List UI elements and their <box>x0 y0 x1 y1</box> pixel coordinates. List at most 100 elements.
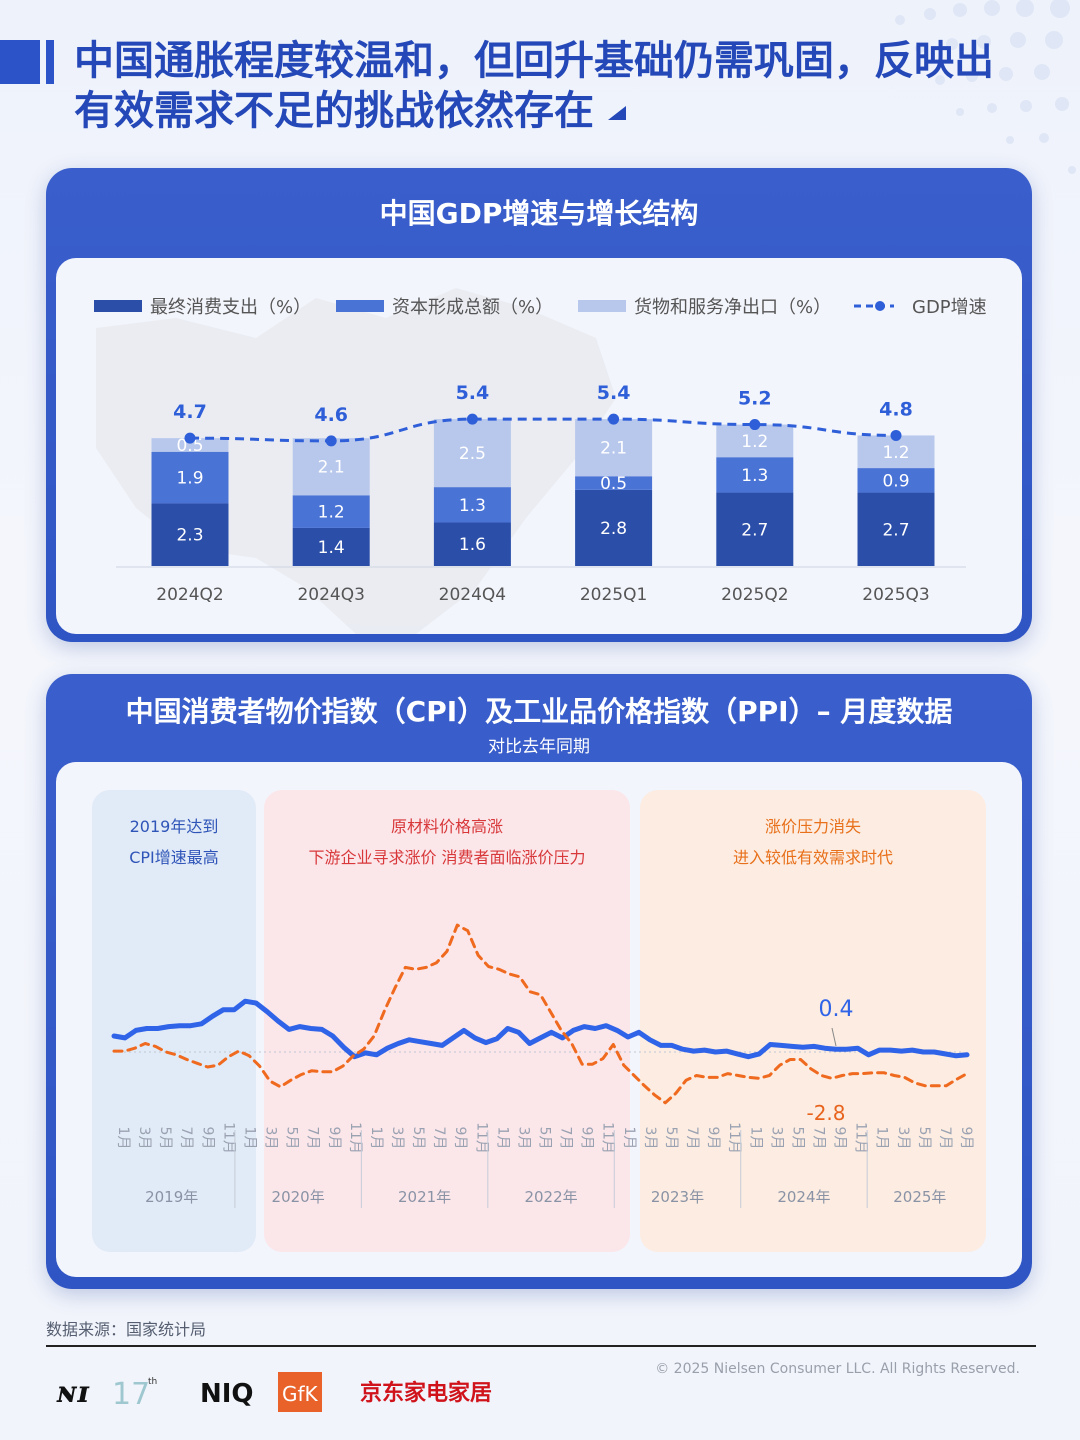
cpi-ppi-chart-panel: 中国消费者物价指数（CPI）及工业品价格指数（PPI）– 月度数据 对比去年同期… <box>46 674 1032 1289</box>
x-tick-label: 1月 <box>747 1127 763 1150</box>
niq-logo: NIQ <box>200 1379 254 1409</box>
category-label: 2024Q3 <box>297 585 364 605</box>
x-tick: 5月 <box>157 1127 173 1150</box>
jd-logo: 京东家电家居 <box>360 1380 492 1406</box>
region-label-line2: 进入较低有效需求时代 <box>733 848 893 867</box>
brand-logo-icon: ɴɪ <box>56 1375 90 1410</box>
x-tick: 1月 <box>368 1127 384 1150</box>
region-background <box>640 790 986 1252</box>
legend-label: 货物和服务净出口（%） <box>634 297 831 318</box>
x-tick-label: 11月 <box>600 1122 616 1154</box>
x-tick-label: 3月 <box>263 1127 279 1150</box>
year-label: 2020年 <box>272 1188 325 1206</box>
x-tick: 11月 <box>473 1122 489 1154</box>
bar-segment <box>292 527 370 566</box>
bar-value-label: 0.9 <box>882 471 909 491</box>
x-tick-label: 7月 <box>431 1127 447 1150</box>
x-tick-label: 3月 <box>642 1127 658 1150</box>
legend-item-1: 最终消费支出（%） <box>94 297 311 318</box>
gdp-point <box>325 435 337 447</box>
x-tick-label: 11月 <box>853 1122 869 1154</box>
region-label-line2: 下游企业寻求涨价 消费者面临涨价压力 <box>308 848 585 867</box>
x-tick-label: 5月 <box>284 1127 300 1150</box>
x-tick: 11月 <box>347 1122 363 1154</box>
x-tick-label: 1月 <box>874 1127 890 1150</box>
gdp-point <box>749 419 761 431</box>
x-tick: 11月 <box>853 1122 869 1154</box>
x-tick-label: 5月 <box>916 1127 932 1150</box>
legend-item-3: 货物和服务净出口（%） <box>578 297 831 318</box>
x-tick-label: 5月 <box>789 1127 805 1150</box>
category-label: 2025Q2 <box>721 585 788 605</box>
legend-label: GDP增速 <box>912 297 987 318</box>
legend-label: 资本形成总额（%） <box>392 297 553 318</box>
x-tick: 11月 <box>726 1122 742 1154</box>
bar-segment <box>292 495 370 528</box>
category-label: 2024Q2 <box>156 585 223 605</box>
decorative-dots <box>895 0 1076 174</box>
bar-segment <box>716 457 794 493</box>
x-tick-label: 3月 <box>768 1127 784 1150</box>
x-tick-label: 9月 <box>705 1127 721 1150</box>
x-tick: 7月 <box>178 1127 194 1150</box>
x-tick: 9月 <box>199 1127 215 1150</box>
cpi-value-label: 0.4 <box>819 997 854 1022</box>
x-tick-label: 1月 <box>241 1127 257 1150</box>
year-label: 2021年 <box>398 1188 451 1206</box>
x-tick-label: 5月 <box>410 1127 426 1150</box>
x-tick-label: 3月 <box>136 1127 152 1150</box>
page-title-line1: 中国通胀程度较温和，但回升基础仍需巩固，反映出 <box>74 38 994 84</box>
bar-segment <box>433 487 511 523</box>
x-tick-label: 3月 <box>389 1127 405 1150</box>
x-tick: 5月 <box>410 1127 426 1150</box>
x-tick: 1月 <box>115 1127 131 1150</box>
bar-value-label: 1.9 <box>176 469 203 489</box>
x-tick: 7月 <box>810 1127 826 1150</box>
x-tick-label: 11月 <box>220 1122 236 1154</box>
bar-value-label: 0.5 <box>176 436 203 456</box>
gdp-point <box>608 413 620 425</box>
data-source: 数据来源：国家统计局 <box>46 1320 207 1339</box>
title-accent-bar <box>0 40 40 84</box>
gdp-value-label: 5.4 <box>456 382 490 404</box>
bar-segment <box>575 419 653 477</box>
footer-divider <box>46 1345 1036 1347</box>
title-accent-bar-thin <box>46 40 54 84</box>
year-label: 2023年 <box>651 1188 704 1206</box>
bar-segment <box>575 476 653 490</box>
x-tick: 3月 <box>642 1127 658 1150</box>
x-tick: 9月 <box>579 1127 595 1150</box>
legend-marker <box>875 301 885 311</box>
cpi-line <box>111 998 970 1060</box>
gdp-chart-title: 中国GDP增速与增长结构 <box>379 197 699 230</box>
x-tick: 1月 <box>494 1127 510 1150</box>
x-tick-label: 7月 <box>558 1127 574 1150</box>
year-label: 2024年 <box>777 1188 830 1206</box>
x-tick: 7月 <box>431 1127 447 1150</box>
page-title-line2: 有效需求不足的挑战依然存在 <box>74 88 594 134</box>
legend-swatch <box>578 300 626 312</box>
x-tick: 3月 <box>768 1127 784 1150</box>
bar-value-label: 2.7 <box>882 520 909 540</box>
x-tick-label: 5月 <box>537 1127 553 1150</box>
gdp-chart-panel: 中国GDP增速与增长结构 最终消费支出（%） 资本形成总额（%） 货物和服务净出口（… <box>46 168 1032 642</box>
x-tick: 1月 <box>621 1127 637 1150</box>
x-tick-label: 7月 <box>684 1127 700 1150</box>
x-tick-label: 1月 <box>621 1127 637 1150</box>
copyright: © 2025 Nielsen Consumer LLC. All Rights … <box>655 1361 1020 1377</box>
x-tick-label: 9月 <box>199 1127 215 1150</box>
bar-value-label: 2.5 <box>459 444 486 464</box>
x-tick-label: 9月 <box>452 1127 468 1150</box>
x-tick-label: 7月 <box>810 1127 826 1150</box>
cpi-ppi-chart-subtitle: 对比去年同期 <box>488 737 590 757</box>
bar-value-label: 2.1 <box>318 458 345 478</box>
x-tick: 7月 <box>937 1127 953 1150</box>
cpi-ppi-chart-title: 中国消费者物价指数（CPI）及工业品价格指数（PPI）– 月度数据 <box>125 695 953 728</box>
x-tick: 9月 <box>452 1127 468 1150</box>
x-tick-label: 5月 <box>157 1127 173 1150</box>
bar-value-label: 0.5 <box>600 474 627 494</box>
bar-value-label: 2.3 <box>176 526 203 546</box>
bar-segment <box>857 468 935 493</box>
bar-segment <box>575 489 653 566</box>
